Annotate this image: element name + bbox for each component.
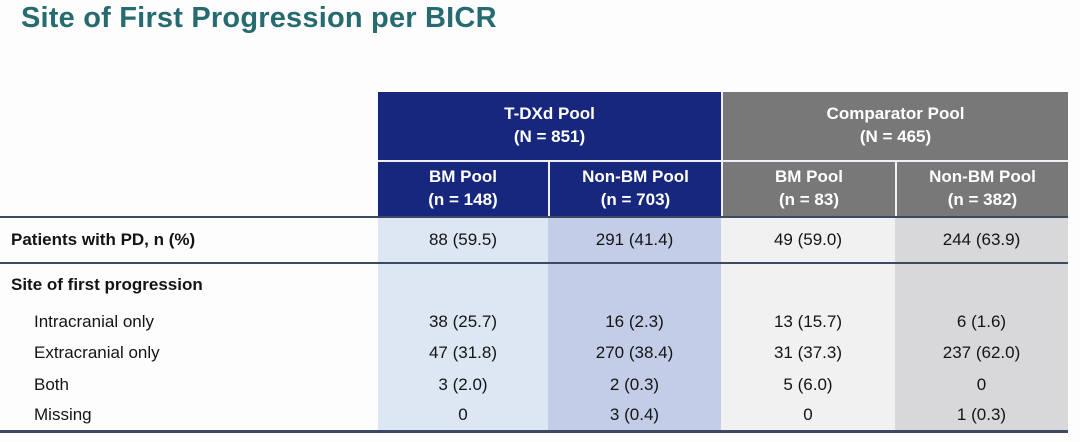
column-header-tdxd-bm: BM Pool (n = 148): [378, 160, 548, 216]
column-header-n: (n = 382): [947, 190, 1018, 209]
cell-value: 2 (0.3): [548, 369, 721, 400]
table-row-missing: Missing 0 3 (0.4) 0 1 (0.3): [0, 400, 1068, 433]
row-label: Patients with PD, n (%): [11, 230, 196, 249]
table-row-site-of-first-progression: Site of first progression: [0, 264, 1068, 306]
cell-value: 3 (0.4): [548, 400, 721, 430]
cell-value: 1 (0.3): [895, 400, 1068, 430]
group-header-tdxd-pool: T-DXd Pool (N = 851): [378, 92, 721, 160]
table-row-extracranial-only: Extracranial only 47 (31.8) 270 (38.4) 3…: [0, 337, 1068, 369]
column-header-tdxd-nonbm: Non-BM Pool (n = 703): [548, 160, 721, 216]
cell-value: 0: [378, 400, 548, 430]
group-header-comparator-label: Comparator Pool: [826, 104, 965, 124]
column-header-label: BM Pool: [775, 167, 843, 187]
cell-value: 5 (6.0): [721, 369, 895, 400]
cell-value: [378, 264, 548, 306]
column-header-label: BM Pool: [429, 167, 497, 187]
cell-value: 291 (41.4): [548, 218, 721, 262]
row-label: Intracranial only: [34, 311, 155, 331]
column-header-row: BM Pool (n = 148) Non-BM Pool (n = 703) …: [0, 160, 1068, 216]
column-header-label: Non-BM Pool: [929, 167, 1036, 187]
table-row-both: Both 3 (2.0) 2 (0.3) 5 (6.0) 0: [0, 369, 1068, 400]
group-header-comparator-n: (N = 465): [859, 127, 932, 146]
column-header-n: (n = 83): [779, 190, 839, 209]
row-label: Extracranial only: [34, 343, 160, 362]
cell-value: 270 (38.4): [548, 337, 721, 369]
cell-value: 3 (2.0): [378, 369, 548, 400]
cell-value: [721, 264, 895, 306]
column-header-spacer: [0, 160, 378, 216]
column-header-n: (n = 703): [600, 190, 671, 209]
cell-value: 38 (25.7): [378, 306, 548, 337]
cell-value: 49 (59.0): [721, 218, 895, 262]
group-header-comparator-pool: Comparator Pool (N = 465): [721, 92, 1068, 160]
cell-value: 237 (62.0): [895, 337, 1068, 369]
table-row-intracranial-only: Intracranial only 38 (25.7) 16 (2.3) 13 …: [0, 306, 1068, 337]
results-table: T-DXd Pool (N = 851) Comparator Pool (N …: [0, 92, 1068, 433]
cell-value: 88 (59.5): [378, 218, 548, 262]
column-header-label: Non-BM Pool: [582, 167, 689, 187]
cell-value: 0: [721, 400, 895, 430]
group-header-spacer: [0, 92, 378, 160]
column-header-comparator-bm: BM Pool (n = 83): [721, 160, 895, 216]
cell-value: 31 (37.3): [721, 337, 895, 369]
cell-value: 244 (63.9): [895, 218, 1068, 262]
cell-value: 16 (2.3): [548, 306, 721, 337]
cell-value: [548, 264, 721, 306]
cell-value: 6 (1.6): [895, 306, 1068, 337]
row-label: Missing: [34, 405, 92, 424]
cell-value: 47 (31.8): [378, 337, 548, 369]
page-title: Site of First Progression per BICR: [21, 2, 497, 34]
column-header-n: (n = 148): [428, 190, 498, 209]
group-header-row: T-DXd Pool (N = 851) Comparator Pool (N …: [0, 92, 1068, 160]
row-label: Both: [34, 374, 69, 394]
cell-value: 0: [895, 369, 1068, 400]
column-header-comparator-nonbm: Non-BM Pool (n = 382): [895, 160, 1068, 216]
group-header-tdxd-n: (N = 851): [513, 127, 586, 146]
group-header-tdxd-label: T-DXd Pool: [504, 104, 595, 124]
cell-value: [895, 264, 1068, 306]
table-row-patients-with-pd: Patients with PD, n (%) 88 (59.5) 291 (4…: [0, 216, 1068, 264]
cell-value: 13 (15.7): [721, 306, 895, 337]
row-label: Site of first progression: [11, 275, 203, 294]
